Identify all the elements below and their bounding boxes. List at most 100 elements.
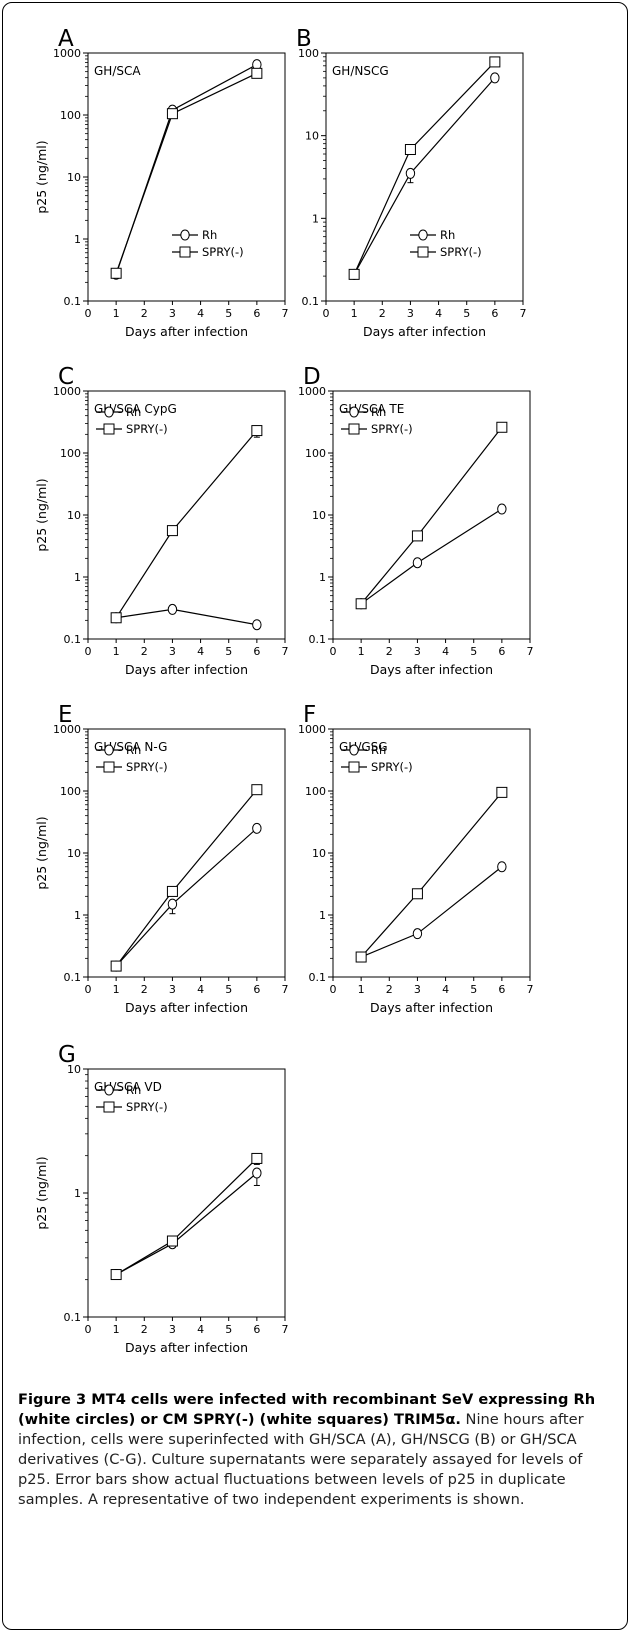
x-tick-label-c: 6 <box>253 645 260 658</box>
y-tick-label-d: 0.1 <box>309 633 327 646</box>
x-axis-label-b: Days after infection <box>363 324 486 339</box>
x-tick-label-a: 5 <box>225 307 232 320</box>
y-tick-label-e: 10 <box>67 847 81 860</box>
x-tick-label-g: 5 <box>225 1323 232 1336</box>
series-line-rh-g <box>115 1172 258 1276</box>
x-tick-label-e: 7 <box>282 983 289 996</box>
legend-marker-spry-d <box>348 423 360 435</box>
x-tick-label-g: 3 <box>169 1323 176 1336</box>
x-tick-label-d: 4 <box>442 645 449 658</box>
x-tick-label-f: 1 <box>358 983 365 996</box>
series-line-rh-d <box>360 508 503 605</box>
legend-marker-rh-f <box>349 744 359 756</box>
x-tick-label-a: 0 <box>85 307 92 320</box>
x-tick-label-b: 5 <box>463 307 470 320</box>
legend-label-spry-d: SPRY(-) <box>371 422 413 436</box>
y-tick-label-b: 1 <box>312 212 319 225</box>
y-tick-label-b: 100 <box>298 47 319 60</box>
x-tick-label-d: 5 <box>470 645 477 658</box>
point-spry-g <box>110 1269 122 1281</box>
x-tick-label-e: 5 <box>225 983 232 996</box>
panel-letter-c: C <box>58 364 74 390</box>
y-tick-label-e: 1000 <box>53 723 81 736</box>
x-tick-label-f: 7 <box>527 983 534 996</box>
point-rh-b <box>490 72 500 84</box>
series-line-spry-d <box>360 426 503 605</box>
legend-label-spry-f: SPRY(-) <box>371 760 413 774</box>
x-tick-label-c: 3 <box>169 645 176 658</box>
x-tick-label-c: 2 <box>141 645 148 658</box>
legend-marker-spry-c <box>103 423 115 435</box>
legend-label-spry-b: SPRY(-) <box>440 245 482 259</box>
x-tick-label-b: 7 <box>520 307 527 320</box>
x-tick-label-e: 3 <box>169 983 176 996</box>
y-tick-label-d: 1000 <box>298 385 326 398</box>
x-tick-label-c: 5 <box>225 645 232 658</box>
panel-d-chart: D 0 1 2 3 4 5 6 7 0.1 1 10 100 1000 Days after infecti… <box>298 364 534 677</box>
point-spry-c <box>251 425 263 437</box>
x-tick-label-g: 1 <box>113 1323 120 1336</box>
caption-body: Nine hours after infection, cells were s… <box>18 1411 584 1508</box>
point-rh-b <box>405 167 416 179</box>
y-tick-label-d: 10 <box>312 509 326 522</box>
y-tick-label-f: 100 <box>305 785 326 798</box>
y-tick-label-g: 1 <box>74 1187 81 1200</box>
x-tick-label-b: 6 <box>491 307 498 320</box>
y-tick-label-c: 10 <box>67 509 81 522</box>
panel-letter-e: E <box>58 702 73 728</box>
panel-g-chart: G 0 1 2 3 4 5 6 7 0.1 1 10 Days after infection p25 (… <box>34 1042 289 1355</box>
series-line-rh-c <box>116 608 257 626</box>
panel-b-chart: B 0 1 2 3 4 5 6 7 0.1 1 10 100 Days after infection GH… <box>296 26 527 339</box>
legend-label-rh-c: Rh <box>126 405 141 419</box>
x-axis-label-e: Days after infection <box>125 1000 248 1015</box>
panel-c-chart: C 0 1 2 3 4 5 6 7 0.1 1 10 100 1000 Days after infecti… <box>34 364 289 677</box>
point-spry-e <box>166 885 178 897</box>
plot-frame-e <box>87 728 286 978</box>
panel-letter-a: A <box>58 26 74 52</box>
x-tick-label-d: 1 <box>358 645 365 658</box>
legend-marker-spry-f <box>348 761 360 773</box>
series-line-spry-g <box>115 1158 258 1276</box>
caption-title: Figure 3 MT4 cells were infected with re… <box>18 1391 596 1428</box>
point-spry-b <box>489 56 501 68</box>
y-tick-label-c: 100 <box>60 447 81 460</box>
panel-a-chart: A 0 1 2 3 4 5 6 7 0.1 1 10 100 1000 Days after infecti… <box>34 26 289 339</box>
point-spry-d <box>355 598 367 610</box>
y-tick-label-f: 1000 <box>298 723 326 736</box>
x-tick-label-e: 0 <box>85 983 92 996</box>
y-tick-label-c: 1 <box>74 571 81 584</box>
construct-label-b: GH/NSCG <box>332 64 389 78</box>
x-tick-label-g: 6 <box>253 1323 260 1336</box>
x-tick-label-b: 2 <box>379 307 386 320</box>
legend-marker-spry-e <box>103 761 115 773</box>
point-rh-d <box>497 503 507 515</box>
x-tick-label-b: 0 <box>323 307 330 320</box>
panel-letter-g: G <box>58 1042 76 1068</box>
x-axis-label-g: Days after infection <box>125 1340 248 1355</box>
point-rh-f <box>497 861 507 873</box>
legend-label-rh-b: Rh <box>440 228 455 242</box>
x-tick-label-b: 1 <box>351 307 358 320</box>
point-rh-e <box>252 822 262 834</box>
x-tick-label-a: 2 <box>141 307 148 320</box>
point-spry-a <box>251 67 263 79</box>
y-tick-label-a: 1 <box>74 233 81 246</box>
point-spry-f <box>411 888 423 900</box>
x-tick-label-e: 6 <box>253 983 260 996</box>
y-tick-label-e: 100 <box>60 785 81 798</box>
x-tick-label-g: 7 <box>282 1323 289 1336</box>
x-tick-label-d: 6 <box>498 645 505 658</box>
point-spry-e <box>110 960 122 972</box>
series-line-spry-b <box>353 61 496 275</box>
x-tick-label-a: 7 <box>282 307 289 320</box>
y-tick-label-f: 0.1 <box>309 971 327 984</box>
x-tick-label-g: 2 <box>141 1323 148 1336</box>
series-line-rh-f <box>360 866 503 958</box>
x-tick-label-c: 0 <box>85 645 92 658</box>
x-tick-label-a: 4 <box>197 307 204 320</box>
legend-marker-rh-c <box>104 406 114 418</box>
x-tick-label-b: 4 <box>435 307 442 320</box>
plot-frame-f <box>332 728 531 978</box>
x-tick-label-f: 3 <box>414 983 421 996</box>
